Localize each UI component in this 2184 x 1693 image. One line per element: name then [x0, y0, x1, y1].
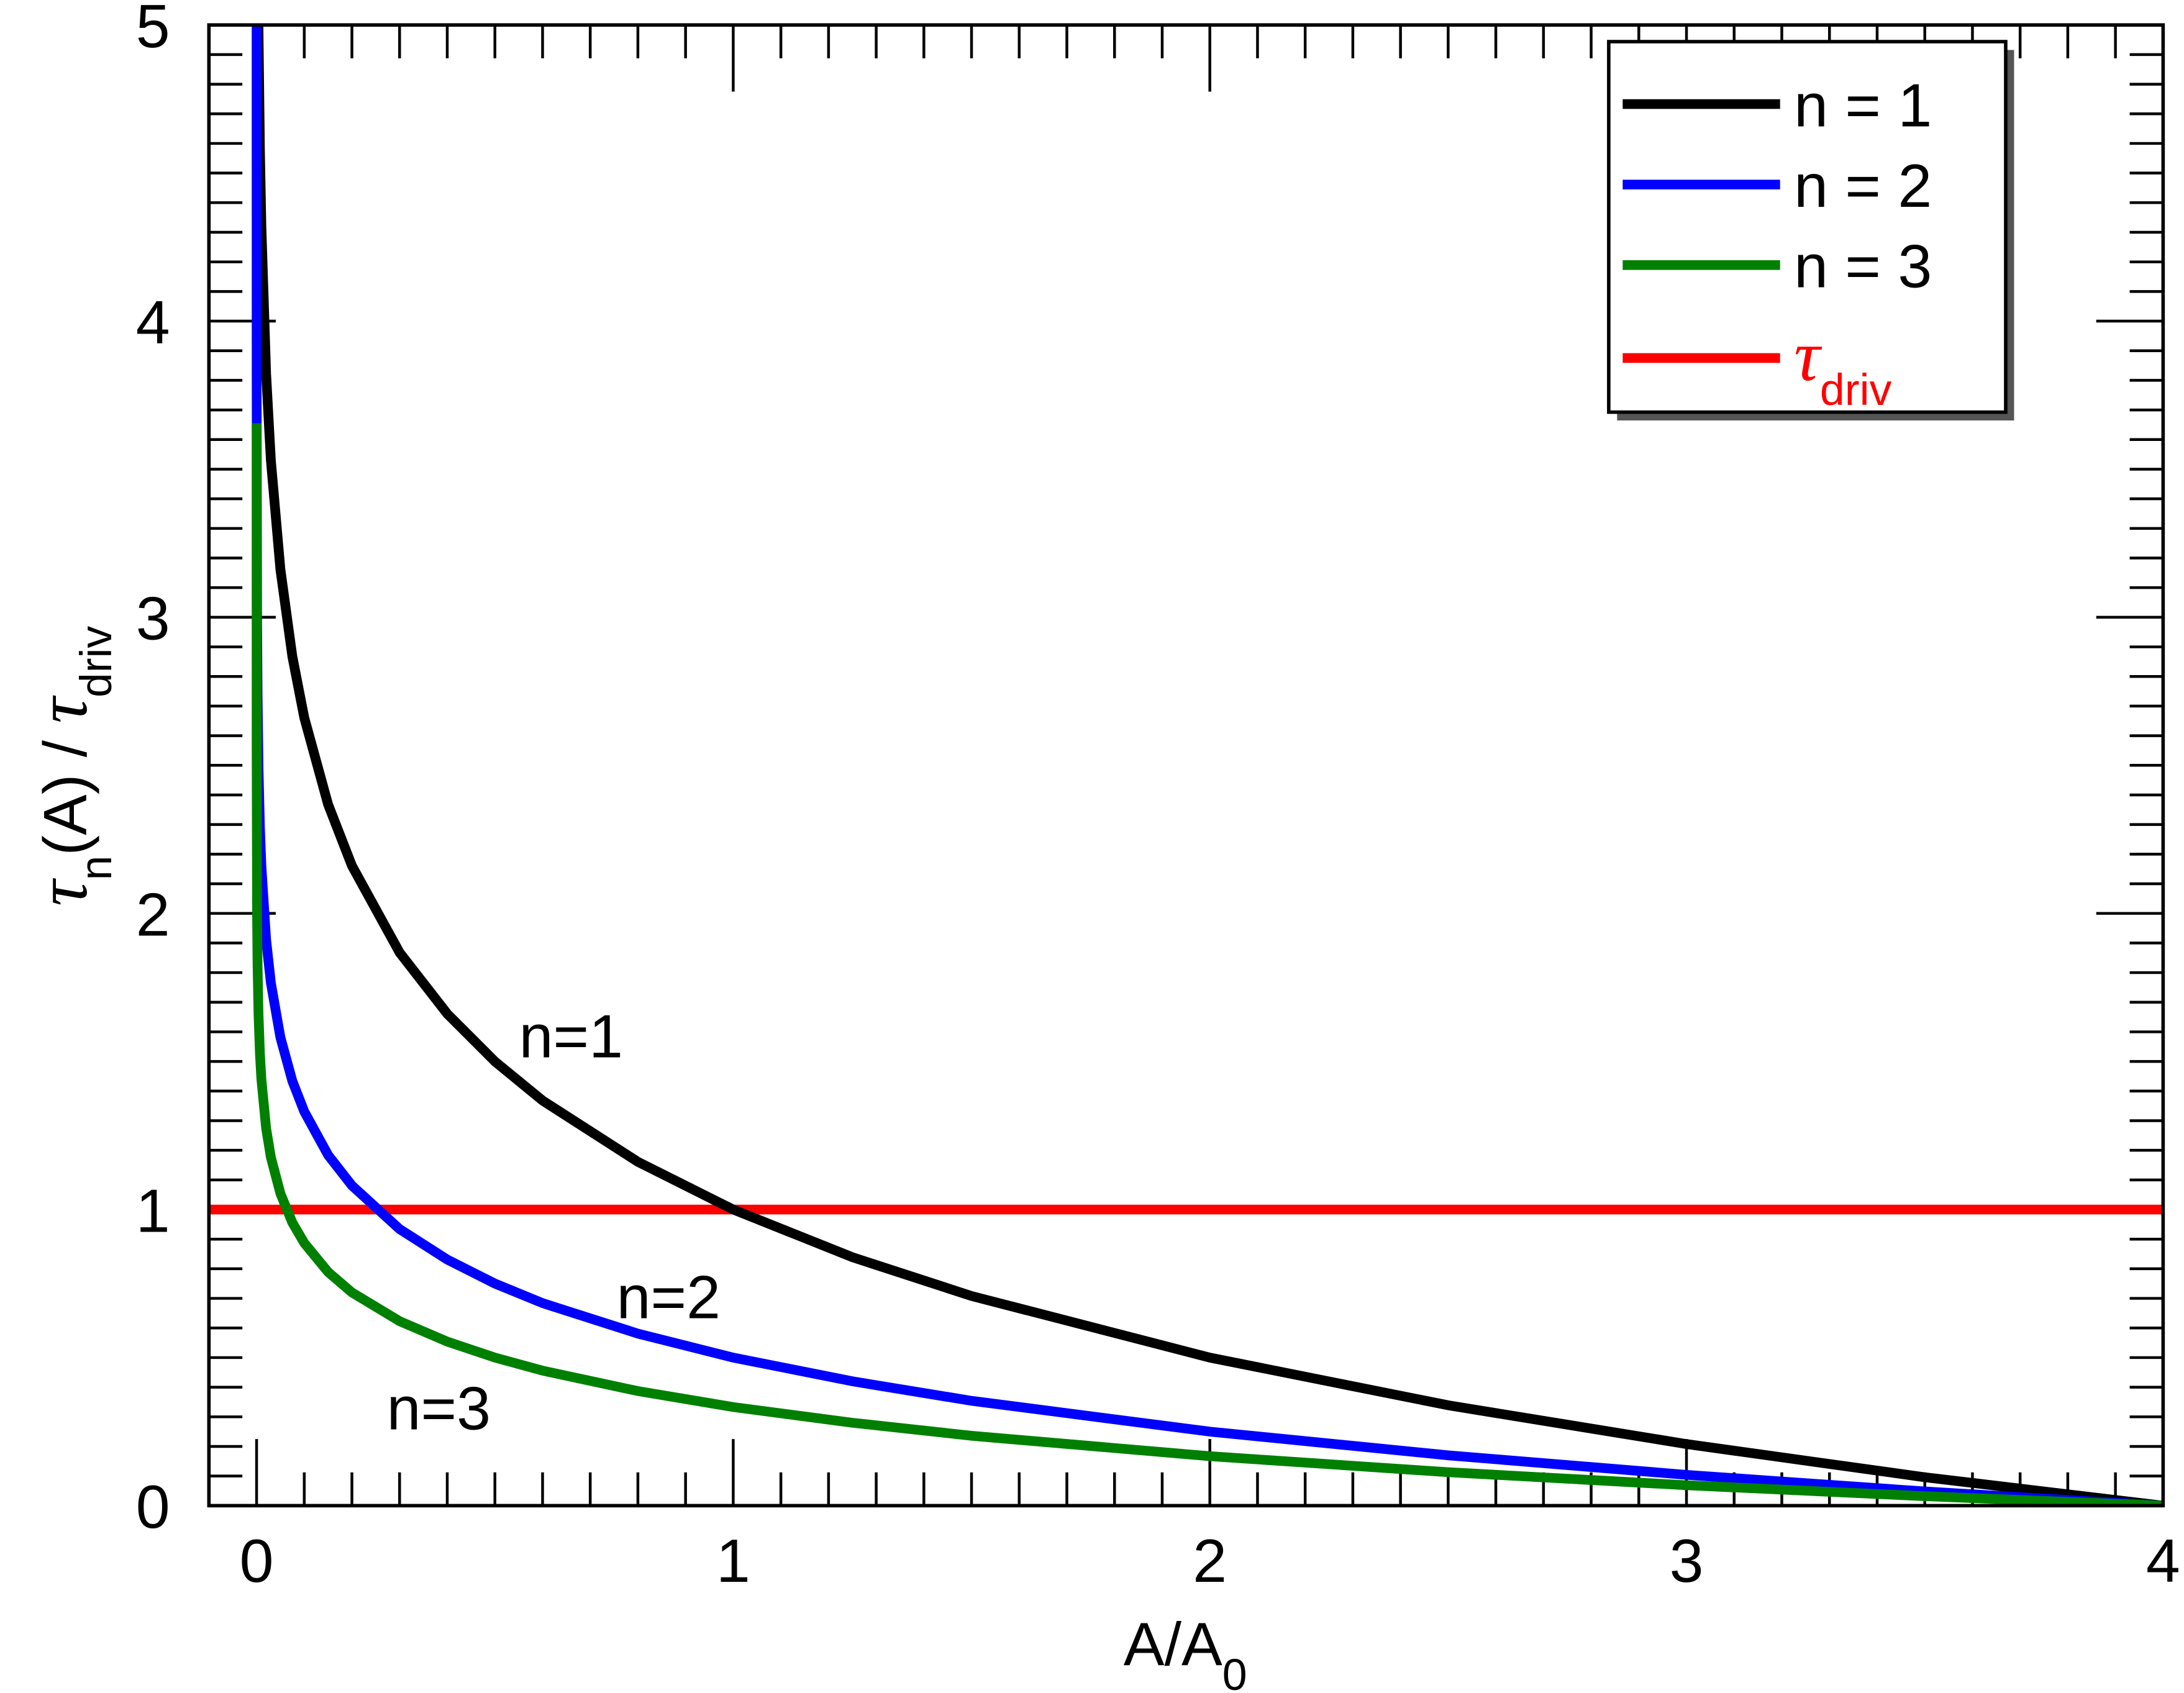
y-tick-label: 0 [136, 1473, 170, 1541]
label-part: 0 [1222, 1650, 1247, 1693]
legend-label: n = 3 [1794, 232, 1932, 301]
y-tick-label: 4 [136, 288, 170, 356]
line [252, 423, 2164, 1506]
annotation: n=1 [519, 1002, 623, 1071]
x-tick-label: 3 [1670, 1527, 1704, 1595]
label-part: driv [71, 626, 121, 697]
legend-label: n = 1 [1794, 71, 1932, 139]
x-tick-label: 1 [716, 1527, 750, 1595]
x-tick-label: 4 [2146, 1527, 2180, 1595]
y-axis-label: τn(A) / τdriv [22, 626, 121, 906]
label-part: (A) / [31, 724, 99, 856]
legend-label-part: τ [1794, 316, 1822, 396]
y-tick-label: 5 [136, 0, 170, 60]
y-tick-label: 1 [136, 1176, 170, 1245]
y-tick-label: 2 [136, 881, 170, 949]
line [253, 25, 2164, 1506]
x-axis-label: A/A0 [1124, 1610, 1247, 1693]
annotation: n=3 [387, 1374, 491, 1443]
label-part: τ [22, 878, 102, 906]
x-tick-label: 0 [240, 1527, 274, 1595]
plot-frame [207, 23, 2165, 1508]
label-part: A/A [1124, 1610, 1222, 1678]
plot-area [209, 25, 2164, 1506]
annotation: n=2 [617, 1263, 721, 1332]
x-tick-label: 2 [1193, 1527, 1227, 1595]
y-tick-label: 3 [136, 584, 170, 653]
label-part: n [71, 856, 121, 881]
legend-label: τdriv [1794, 316, 1892, 415]
legend-label: n = 2 [1794, 152, 1932, 220]
legend-label-part: driv [1820, 365, 1892, 415]
label-part: τ [22, 695, 102, 724]
